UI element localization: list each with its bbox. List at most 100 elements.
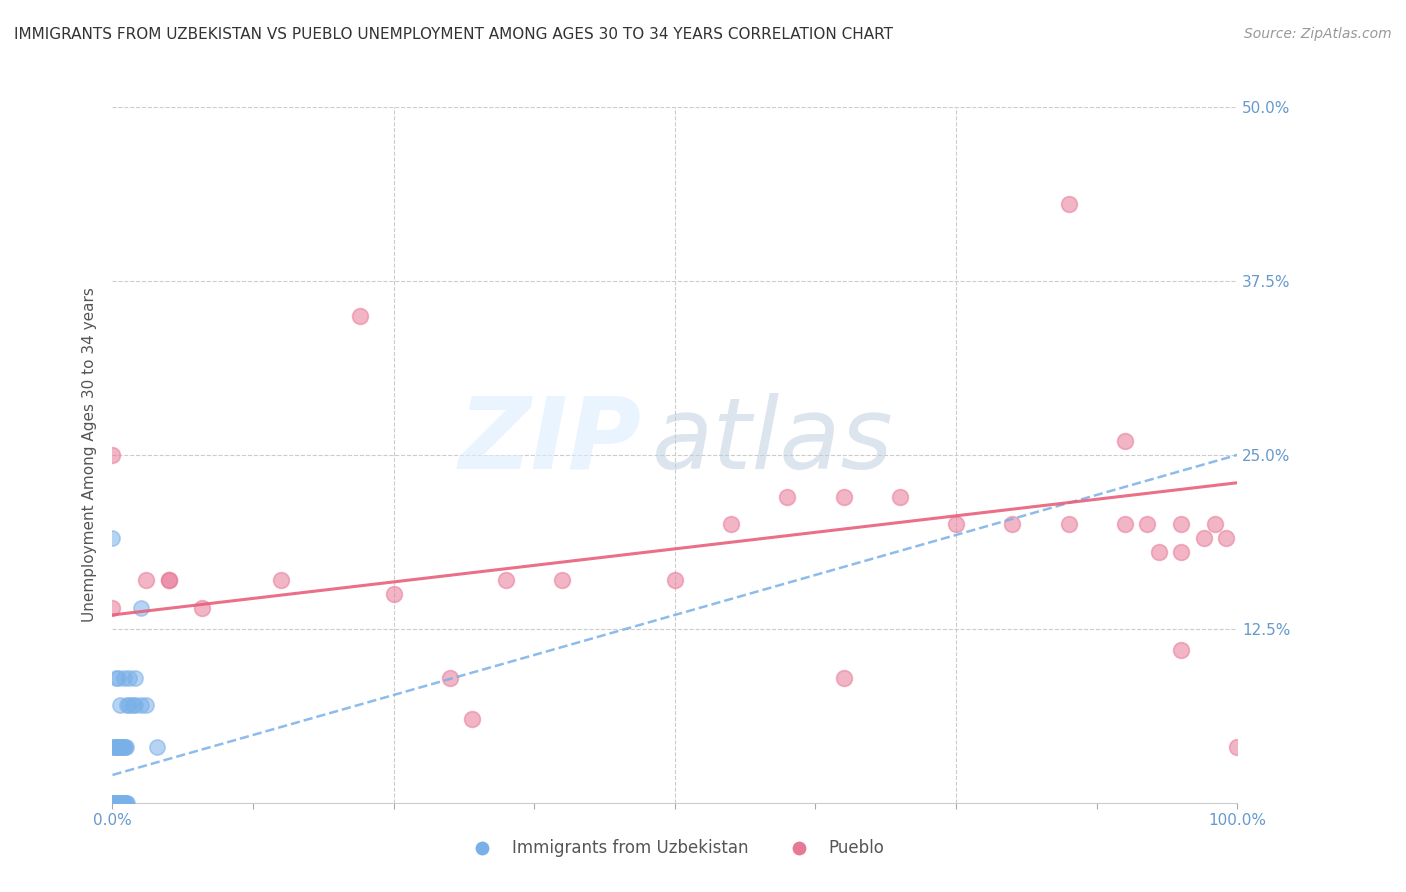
Point [112, 740, 135, 755]
Point [112, 796, 135, 810]
Point [104, 796, 127, 810]
Point [124, 698, 146, 713]
Point [104, 796, 127, 810]
Point [101, 601, 124, 615]
Point [103, 796, 125, 810]
Point [115, 698, 138, 713]
Point [108, 740, 131, 755]
Text: atlas: atlas [652, 392, 894, 490]
Point [108, 796, 131, 810]
Point [107, 796, 129, 810]
Point [270, 573, 292, 587]
Point [101, 532, 124, 546]
Point [1170, 642, 1192, 657]
Point [1192, 532, 1215, 546]
Point [945, 517, 967, 532]
Point [110, 740, 132, 755]
Point [664, 573, 686, 587]
Point [1057, 517, 1080, 532]
Point [776, 490, 799, 504]
Point [112, 671, 135, 685]
Point [157, 573, 180, 587]
Point [129, 698, 152, 713]
Point [101, 796, 124, 810]
Point [105, 796, 128, 810]
Point [101, 796, 124, 810]
Point [114, 796, 136, 810]
Point [191, 601, 214, 615]
Point [349, 309, 371, 323]
Text: Source: ZipAtlas.com: Source: ZipAtlas.com [1244, 27, 1392, 41]
Point [105, 796, 128, 810]
Point [1001, 517, 1024, 532]
Point [135, 698, 157, 713]
Point [104, 671, 127, 685]
Point [101, 796, 124, 810]
Point [1170, 545, 1192, 559]
Point [495, 573, 517, 587]
Point [110, 740, 132, 755]
Point [832, 490, 855, 504]
Point [115, 740, 138, 755]
Point [146, 740, 169, 755]
Point [889, 490, 911, 504]
Point [104, 796, 127, 810]
Point [1226, 740, 1249, 755]
Point [108, 796, 131, 810]
Point [105, 740, 128, 755]
Point [101, 448, 124, 462]
Point [439, 671, 461, 685]
Point [104, 796, 127, 810]
Point [107, 796, 129, 810]
Point [551, 573, 574, 587]
Point [115, 796, 138, 810]
Point [1170, 517, 1192, 532]
Point [110, 796, 132, 810]
Point [720, 517, 742, 532]
Point [121, 698, 143, 713]
Point [110, 796, 132, 810]
Point [114, 740, 136, 755]
Point [118, 698, 141, 713]
Point [103, 740, 125, 755]
Point [118, 671, 141, 685]
Point [103, 796, 125, 810]
Point [111, 740, 134, 755]
Legend: Immigrants from Uzbekistan, Pueblo: Immigrants from Uzbekistan, Pueblo [458, 833, 891, 864]
Point [104, 796, 127, 810]
Point [104, 796, 127, 810]
Point [124, 671, 146, 685]
Point [111, 796, 134, 810]
Point [104, 740, 127, 755]
Point [1136, 517, 1159, 532]
Point [1114, 517, 1136, 532]
Point [101, 740, 124, 755]
Text: ZIP: ZIP [458, 392, 641, 490]
Point [110, 698, 132, 713]
Point [110, 796, 132, 810]
Point [115, 796, 138, 810]
Text: IMMIGRANTS FROM UZBEKISTAN VS PUEBLO UNEMPLOYMENT AMONG AGES 30 TO 34 YEARS CORR: IMMIGRANTS FROM UZBEKISTAN VS PUEBLO UNE… [14, 27, 893, 42]
Point [135, 573, 157, 587]
Point [129, 601, 152, 615]
Point [114, 796, 136, 810]
Point [103, 796, 125, 810]
Point [1057, 197, 1080, 211]
Point [112, 796, 135, 810]
Point [104, 740, 127, 755]
Point [101, 796, 124, 810]
Point [105, 796, 128, 810]
Point [832, 671, 855, 685]
Point [1114, 434, 1136, 448]
Point [157, 573, 180, 587]
Point [461, 712, 484, 726]
Point [107, 671, 129, 685]
Point [107, 740, 129, 755]
Point [382, 587, 405, 601]
Point [103, 796, 125, 810]
Y-axis label: Unemployment Among Ages 30 to 34 years: Unemployment Among Ages 30 to 34 years [82, 287, 97, 623]
Point [110, 796, 132, 810]
Point [1215, 532, 1237, 546]
Point [111, 796, 134, 810]
Point [1204, 517, 1226, 532]
